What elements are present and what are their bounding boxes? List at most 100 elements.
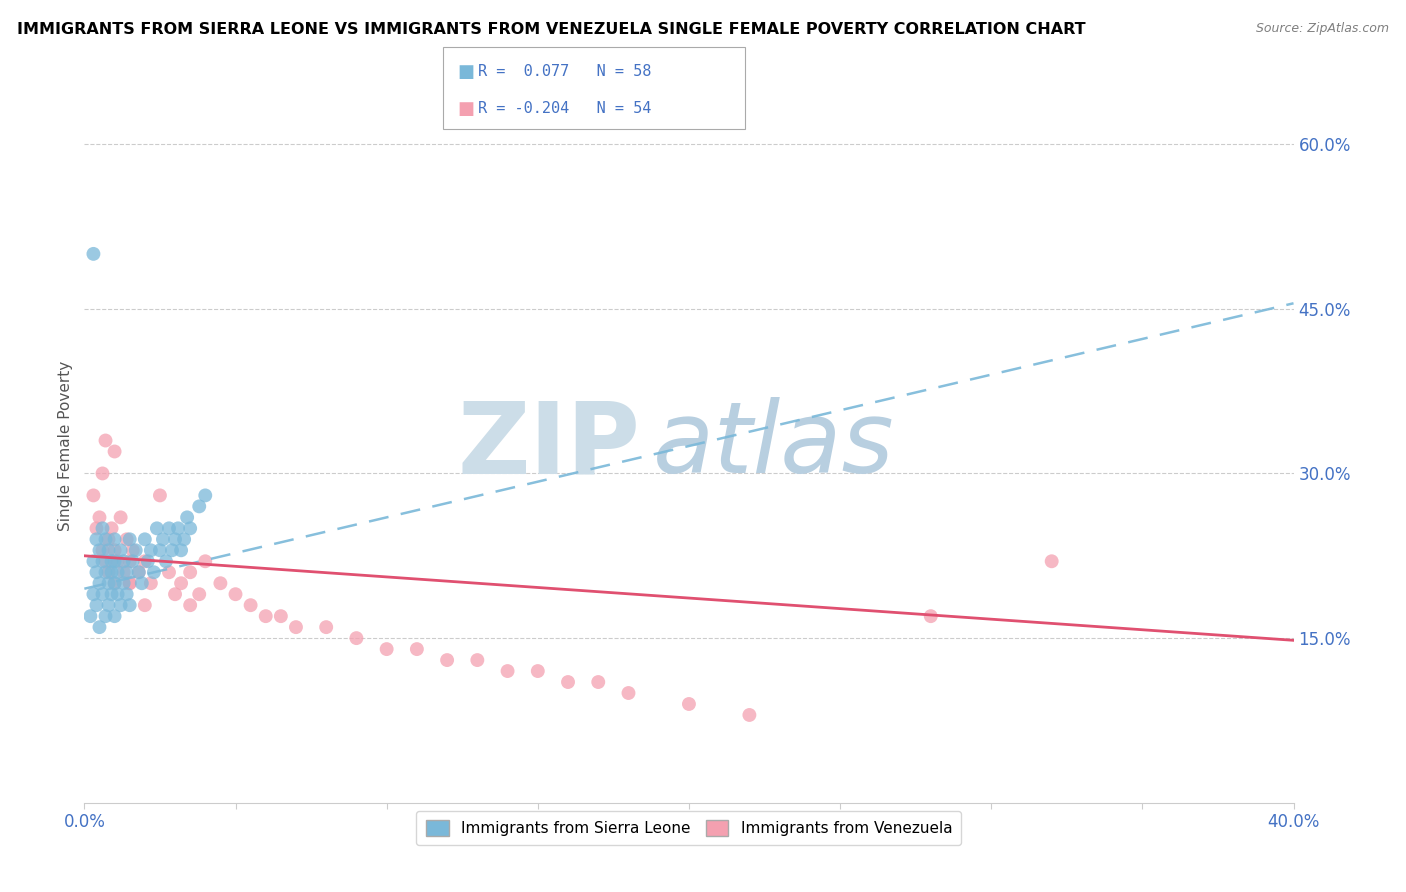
Point (254, 609, 277, 624)
Point (82, 554, 104, 568)
Point (100, 566, 122, 580)
Point (146, 521, 169, 535)
Point (118, 533, 141, 547)
Point (104, 543, 127, 558)
Point (82, 587, 104, 601)
Point (142, 566, 165, 580)
Point (91, 521, 114, 535)
Point (86, 533, 108, 547)
Point (100, 521, 122, 535)
Point (188, 587, 211, 601)
Point (94, 554, 117, 568)
Text: IMMIGRANTS FROM SIERRA LEONE VS IMMIGRANTS FROM VENEZUELA SINGLE FEMALE POVERTY : IMMIGRANTS FROM SIERRA LEONE VS IMMIGRAN… (17, 22, 1085, 37)
Point (97, 598, 120, 612)
Point (94, 566, 117, 580)
Point (375, 642, 398, 657)
Point (107, 566, 129, 580)
Point (115, 533, 138, 547)
Point (107, 587, 129, 601)
Point (82, 247, 104, 261)
Point (115, 566, 138, 580)
Point (179, 598, 201, 612)
Point (176, 510, 198, 524)
Point (104, 576, 127, 591)
Point (179, 521, 201, 535)
Y-axis label: Single Female Poverty: Single Female Poverty (58, 361, 73, 531)
Point (112, 576, 135, 591)
Point (157, 566, 180, 580)
Point (118, 598, 141, 612)
Point (136, 554, 159, 568)
Point (527, 664, 550, 678)
Point (128, 566, 150, 580)
Point (79, 609, 101, 624)
Point (112, 566, 135, 580)
Point (194, 554, 217, 568)
Point (167, 521, 190, 535)
Point (112, 554, 135, 568)
Point (110, 510, 132, 524)
Point (91, 467, 114, 481)
Point (194, 488, 217, 502)
Point (110, 543, 132, 558)
Point (920, 609, 942, 624)
Legend: Immigrants from Sierra Leone, Immigrants from Venezuela: Immigrants from Sierra Leone, Immigrants… (416, 811, 962, 845)
Point (104, 533, 127, 547)
Point (97, 566, 120, 580)
Point (82, 488, 104, 502)
Point (118, 576, 141, 591)
Point (134, 598, 156, 612)
Point (134, 533, 156, 547)
Point (131, 576, 153, 591)
Point (115, 587, 138, 601)
Point (346, 631, 368, 645)
Point (91, 554, 114, 568)
Point (100, 554, 122, 568)
Text: R =  0.077   N = 58: R = 0.077 N = 58 (478, 64, 651, 79)
Point (738, 708, 761, 723)
Point (209, 576, 232, 591)
Point (89, 576, 111, 591)
Point (89, 510, 111, 524)
Point (149, 488, 172, 502)
Point (170, 543, 193, 558)
Point (128, 566, 150, 580)
Point (91, 587, 114, 601)
Point (121, 554, 143, 568)
Point (118, 554, 141, 568)
Point (107, 554, 129, 568)
Point (139, 543, 162, 558)
Text: Source: ZipAtlas.com: Source: ZipAtlas.com (1256, 22, 1389, 36)
Point (104, 576, 127, 591)
Point (179, 566, 201, 580)
Point (94, 609, 117, 624)
Point (188, 500, 211, 514)
Point (94, 533, 117, 547)
Text: atlas: atlas (652, 398, 894, 494)
Point (104, 609, 127, 624)
Point (97, 533, 120, 547)
Point (496, 664, 519, 678)
Point (436, 653, 458, 667)
Point (160, 543, 183, 558)
Point (121, 543, 143, 558)
Point (94, 434, 117, 448)
Point (86, 521, 108, 535)
Point (155, 554, 177, 568)
Point (97, 543, 120, 558)
Point (149, 543, 172, 558)
Point (100, 587, 122, 601)
Point (86, 598, 108, 612)
Point (285, 620, 308, 634)
Point (467, 653, 489, 667)
Point (239, 598, 262, 612)
Point (91, 543, 114, 558)
Point (406, 642, 429, 657)
Point (165, 533, 187, 547)
Point (104, 444, 127, 458)
Point (1040, 554, 1063, 568)
Point (157, 521, 180, 535)
Text: ■: ■ (457, 63, 474, 81)
Text: R = -0.204   N = 54: R = -0.204 N = 54 (478, 102, 651, 116)
Point (173, 533, 195, 547)
